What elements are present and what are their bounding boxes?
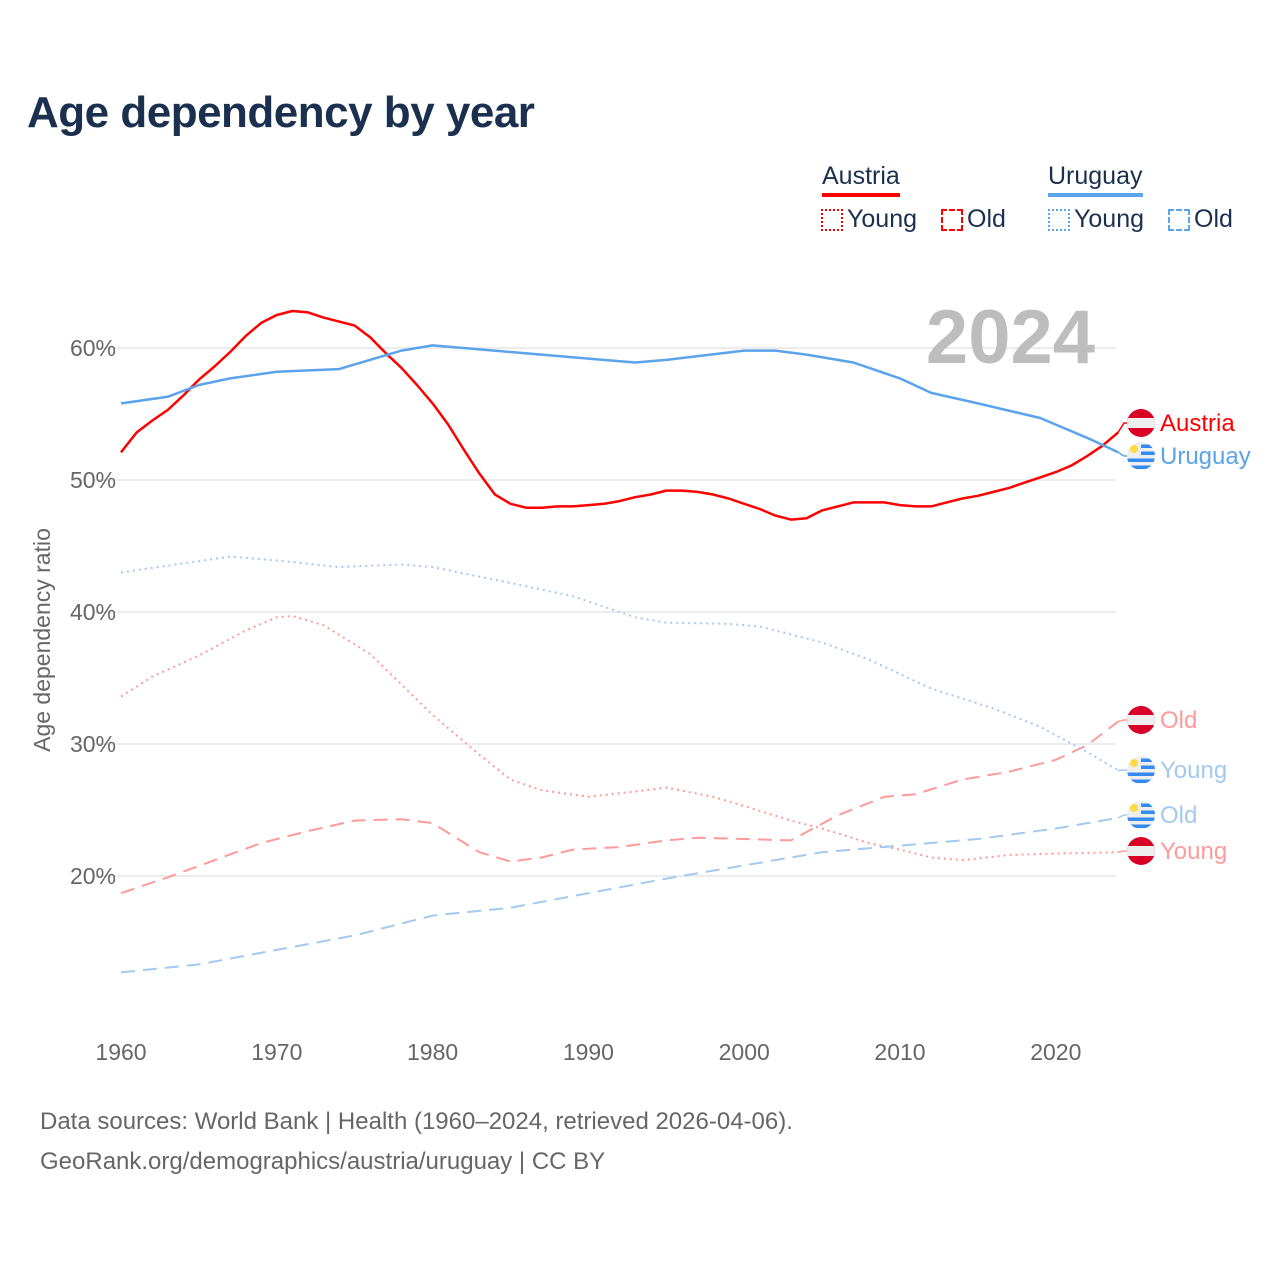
y-tick-label: 40% (70, 599, 116, 625)
end-label: Old (1160, 802, 1197, 829)
dotted-line-swatch-icon (821, 208, 843, 231)
austria-flag-icon (1127, 706, 1155, 734)
series-line-austria-old[interactable] (120, 720, 1119, 895)
legend-label: Old (967, 205, 1006, 233)
x-tick-label: 1980 (407, 1039, 458, 1065)
legend-austria-old[interactable]: Old (941, 205, 1006, 234)
x-tick-label: 1990 (563, 1039, 614, 1065)
y-axis-label: Age dependency ratio (29, 528, 55, 752)
legend-uruguay-young[interactable]: Young (1048, 205, 1144, 234)
dashed-line-swatch-icon (1168, 208, 1190, 231)
series-line-uruguay-young[interactable] (120, 555, 1119, 772)
data-source-text: Data sources: World Bank | Health (1960–… (40, 1108, 793, 1135)
austria-flag-icon (1127, 837, 1155, 865)
label-connector (1117, 422, 1128, 433)
end-label: Austria (1160, 410, 1235, 437)
label-connector (1117, 814, 1128, 819)
uruguay-flag-icon (1127, 756, 1155, 784)
legend-austria[interactable]: Austria (822, 162, 900, 197)
page-title: Age dependency by year (27, 88, 535, 137)
label-connector (1117, 850, 1128, 853)
y-tick-label: 30% (70, 731, 116, 757)
x-tick-label: 1970 (251, 1039, 302, 1065)
series-line-austria[interactable] (120, 309, 1119, 521)
x-tick-label: 2000 (719, 1039, 770, 1065)
uruguay-flag-icon (1127, 801, 1155, 829)
series-line-austria-young[interactable] (120, 615, 1119, 862)
x-tick-label: 2020 (1030, 1039, 1081, 1065)
legend-austria-young[interactable]: Young (821, 205, 917, 234)
legend-uruguay[interactable]: Uruguay (1048, 162, 1143, 197)
x-tick-label: 1960 (95, 1039, 146, 1065)
label-connector (1117, 719, 1128, 723)
austria-flag-icon (1127, 409, 1155, 437)
end-label: Young (1160, 757, 1227, 784)
series-line-uruguay[interactable] (120, 344, 1119, 454)
x-tick-label: 2010 (874, 1039, 925, 1065)
dotted-line-swatch-icon (1048, 208, 1070, 231)
y-tick-label: 50% (70, 467, 116, 493)
label-connector (1117, 451, 1128, 457)
legend-uruguay-old[interactable]: Old (1168, 205, 1233, 234)
legend-label: Young (1074, 205, 1144, 233)
y-tick-label: 60% (70, 335, 116, 361)
series-line-uruguay-old[interactable] (120, 816, 1119, 974)
legend-label: Old (1194, 205, 1233, 233)
year-watermark: 2024 (926, 295, 1095, 380)
end-label: Uruguay (1160, 443, 1251, 470)
y-tick-label: 20% (70, 863, 116, 889)
end-label: Young (1160, 838, 1227, 865)
uruguay-flag-icon (1127, 442, 1155, 470)
attribution-link[interactable]: GeoRank.org/demographics/austria/uruguay… (40, 1148, 606, 1175)
dashed-line-swatch-icon (941, 208, 963, 231)
end-label: Old (1160, 707, 1197, 734)
legend-label: Young (847, 205, 917, 233)
